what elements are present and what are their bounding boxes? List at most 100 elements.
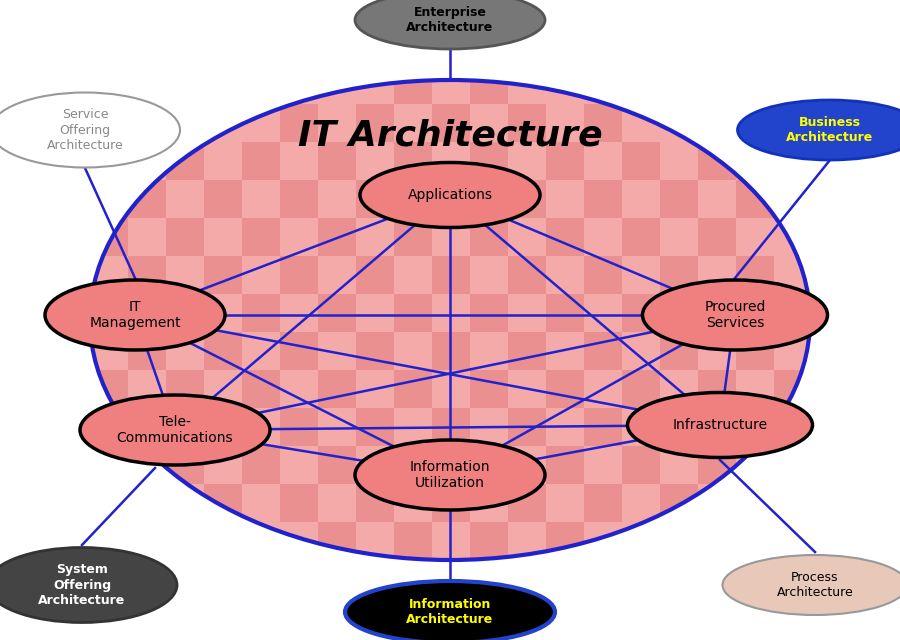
Ellipse shape	[627, 392, 813, 458]
Polygon shape	[432, 408, 470, 446]
Polygon shape	[584, 180, 622, 218]
Polygon shape	[280, 104, 318, 142]
Polygon shape	[356, 484, 394, 522]
Polygon shape	[128, 180, 166, 218]
Polygon shape	[736, 256, 774, 294]
Polygon shape	[546, 446, 584, 484]
Polygon shape	[280, 332, 318, 370]
Polygon shape	[356, 332, 394, 370]
Ellipse shape	[45, 280, 225, 350]
Polygon shape	[470, 522, 508, 560]
Polygon shape	[508, 332, 546, 370]
Ellipse shape	[90, 80, 810, 560]
Polygon shape	[166, 446, 204, 484]
Polygon shape	[470, 446, 508, 484]
Polygon shape	[660, 332, 698, 370]
Polygon shape	[204, 484, 242, 522]
Polygon shape	[432, 484, 470, 522]
Polygon shape	[584, 484, 622, 522]
Polygon shape	[90, 370, 128, 408]
Polygon shape	[508, 408, 546, 446]
Polygon shape	[318, 142, 356, 180]
Polygon shape	[508, 104, 546, 142]
Ellipse shape	[360, 163, 540, 227]
Polygon shape	[356, 256, 394, 294]
Text: System
Offering
Architecture: System Offering Architecture	[39, 563, 126, 607]
Polygon shape	[394, 66, 432, 104]
Polygon shape	[508, 256, 546, 294]
Polygon shape	[698, 218, 736, 256]
Polygon shape	[698, 294, 736, 332]
Polygon shape	[584, 332, 622, 370]
Ellipse shape	[345, 581, 555, 640]
Polygon shape	[204, 256, 242, 294]
Ellipse shape	[643, 280, 827, 350]
Polygon shape	[736, 332, 774, 370]
Polygon shape	[280, 180, 318, 218]
Text: IT Architecture: IT Architecture	[298, 118, 602, 152]
Polygon shape	[356, 408, 394, 446]
Polygon shape	[546, 218, 584, 256]
Polygon shape	[242, 142, 280, 180]
Polygon shape	[508, 484, 546, 522]
Ellipse shape	[0, 93, 180, 168]
Text: Infrastructure: Infrastructure	[672, 418, 768, 432]
Polygon shape	[204, 332, 242, 370]
Polygon shape	[622, 294, 660, 332]
Polygon shape	[660, 256, 698, 294]
Text: Enterprise
Architecture: Enterprise Architecture	[407, 6, 493, 34]
Polygon shape	[280, 408, 318, 446]
Polygon shape	[394, 446, 432, 484]
Polygon shape	[622, 218, 660, 256]
Polygon shape	[166, 142, 204, 180]
Polygon shape	[660, 408, 698, 446]
Text: Service
Offering
Architecture: Service Offering Architecture	[47, 109, 123, 152]
Ellipse shape	[723, 555, 900, 615]
Ellipse shape	[80, 395, 270, 465]
Polygon shape	[204, 180, 242, 218]
Polygon shape	[546, 294, 584, 332]
Polygon shape	[508, 180, 546, 218]
Polygon shape	[242, 218, 280, 256]
Text: IT
Management: IT Management	[89, 300, 181, 330]
Polygon shape	[280, 256, 318, 294]
Polygon shape	[242, 294, 280, 332]
Polygon shape	[90, 218, 128, 256]
Polygon shape	[318, 218, 356, 256]
Polygon shape	[774, 294, 812, 332]
Polygon shape	[394, 142, 432, 180]
Polygon shape	[394, 522, 432, 560]
Polygon shape	[622, 446, 660, 484]
Polygon shape	[166, 370, 204, 408]
Polygon shape	[546, 142, 584, 180]
Polygon shape	[660, 180, 698, 218]
Polygon shape	[698, 370, 736, 408]
Polygon shape	[394, 218, 432, 256]
Polygon shape	[280, 484, 318, 522]
Text: Tele-
Communications: Tele- Communications	[117, 415, 233, 445]
Polygon shape	[774, 370, 812, 408]
Polygon shape	[204, 408, 242, 446]
Polygon shape	[394, 294, 432, 332]
Polygon shape	[318, 446, 356, 484]
Polygon shape	[318, 522, 356, 560]
Polygon shape	[470, 294, 508, 332]
Polygon shape	[470, 142, 508, 180]
Polygon shape	[470, 370, 508, 408]
Polygon shape	[432, 180, 470, 218]
Text: Procured
Services: Procured Services	[705, 300, 766, 330]
Polygon shape	[584, 104, 622, 142]
Polygon shape	[622, 142, 660, 180]
Polygon shape	[128, 408, 166, 446]
Polygon shape	[432, 104, 470, 142]
Polygon shape	[546, 370, 584, 408]
Ellipse shape	[355, 0, 545, 49]
Polygon shape	[318, 370, 356, 408]
Ellipse shape	[355, 440, 545, 510]
Polygon shape	[394, 370, 432, 408]
Polygon shape	[622, 370, 660, 408]
Polygon shape	[736, 408, 774, 446]
Text: Information
Architecture: Information Architecture	[407, 598, 493, 626]
Polygon shape	[356, 180, 394, 218]
Ellipse shape	[737, 100, 900, 160]
